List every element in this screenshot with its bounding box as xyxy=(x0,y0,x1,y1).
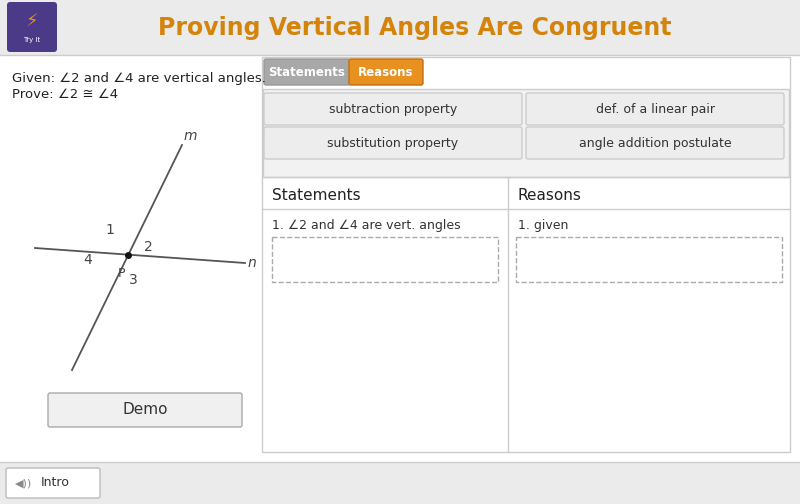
FancyBboxPatch shape xyxy=(526,93,784,125)
Text: angle addition postulate: angle addition postulate xyxy=(578,137,731,150)
Text: m: m xyxy=(184,129,198,143)
Text: Given: ∠2 and ∠4 are vertical angles.: Given: ∠2 and ∠4 are vertical angles. xyxy=(12,72,266,85)
Text: subtraction property: subtraction property xyxy=(329,102,457,115)
Text: ◀)): ◀)) xyxy=(15,478,32,488)
Text: Statements: Statements xyxy=(269,66,346,79)
Text: Demo: Demo xyxy=(122,403,168,417)
Bar xyxy=(272,237,498,282)
Text: ⚡: ⚡ xyxy=(26,13,38,31)
Bar xyxy=(515,237,782,282)
Text: 1. ∠2 and ∠4 are vert. angles: 1. ∠2 and ∠4 are vert. angles xyxy=(272,219,461,231)
Text: Reasons: Reasons xyxy=(358,66,414,79)
Text: Statements: Statements xyxy=(272,187,361,203)
Bar xyxy=(0,55,800,462)
Text: 1: 1 xyxy=(106,223,114,237)
FancyBboxPatch shape xyxy=(7,2,57,52)
Bar xyxy=(262,57,790,452)
Text: Prove: ∠2 ≅ ∠4: Prove: ∠2 ≅ ∠4 xyxy=(12,88,118,101)
Text: n: n xyxy=(248,256,257,270)
FancyBboxPatch shape xyxy=(48,393,242,427)
FancyBboxPatch shape xyxy=(264,93,522,125)
Text: Reasons: Reasons xyxy=(518,187,582,203)
FancyBboxPatch shape xyxy=(264,59,350,85)
Text: Proving Vertical Angles Are Congruent: Proving Vertical Angles Are Congruent xyxy=(158,16,672,40)
Text: 3: 3 xyxy=(129,273,138,287)
FancyBboxPatch shape xyxy=(349,59,423,85)
FancyBboxPatch shape xyxy=(264,127,522,159)
FancyBboxPatch shape xyxy=(6,468,100,498)
Text: Try It: Try It xyxy=(23,37,41,43)
Text: 2: 2 xyxy=(144,240,152,254)
Bar xyxy=(263,89,789,177)
Bar xyxy=(0,0,800,55)
Bar xyxy=(0,462,800,504)
Text: P: P xyxy=(118,267,125,280)
Text: 4: 4 xyxy=(84,253,92,267)
Text: Intro: Intro xyxy=(41,476,70,489)
Text: 1. given: 1. given xyxy=(518,219,568,231)
Text: substitution property: substitution property xyxy=(327,137,458,150)
Text: def. of a linear pair: def. of a linear pair xyxy=(595,102,714,115)
FancyBboxPatch shape xyxy=(526,127,784,159)
